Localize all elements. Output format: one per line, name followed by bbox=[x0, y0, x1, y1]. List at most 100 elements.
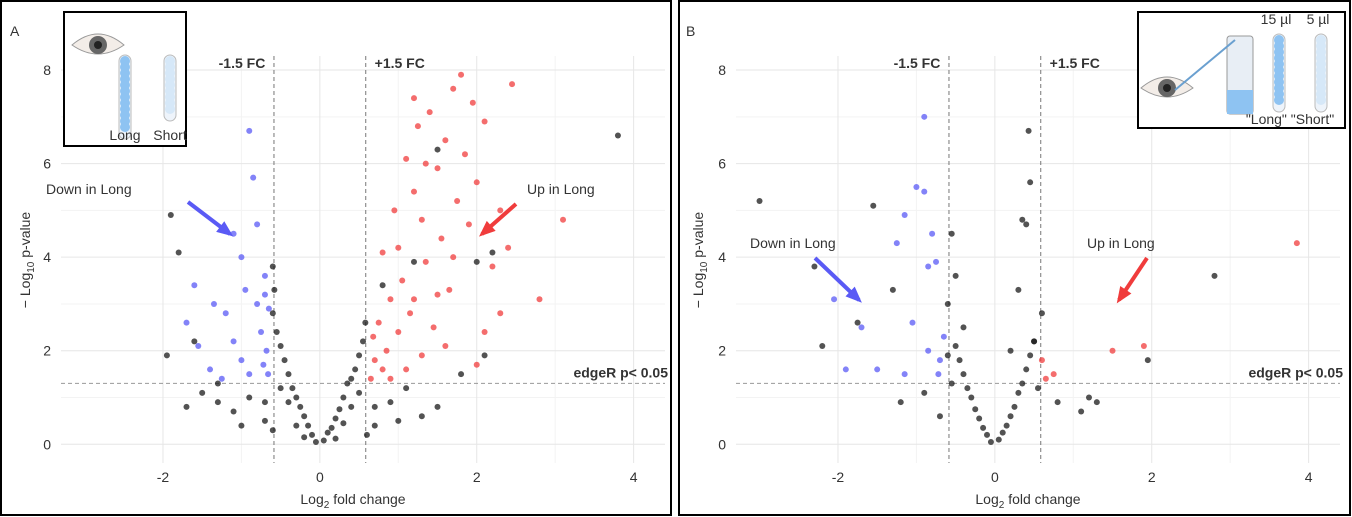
point bbox=[403, 385, 410, 392]
point bbox=[175, 249, 182, 256]
point bbox=[999, 429, 1006, 436]
axis-label-part: fold change bbox=[329, 491, 405, 507]
point bbox=[489, 249, 496, 256]
point bbox=[442, 137, 449, 144]
point bbox=[1054, 399, 1061, 406]
point bbox=[842, 366, 849, 373]
down-label: Down in Long bbox=[46, 181, 132, 197]
point bbox=[399, 277, 406, 284]
axis-label-part: 10 bbox=[699, 261, 710, 273]
vial-fill bbox=[1227, 90, 1253, 114]
x-tick-label: 0 bbox=[991, 469, 999, 485]
point bbox=[332, 435, 339, 442]
axis-label-part: − Log bbox=[690, 273, 706, 308]
y-tick-label: 4 bbox=[43, 249, 51, 265]
axis-label-part: Log bbox=[300, 491, 323, 507]
point bbox=[948, 230, 955, 237]
point bbox=[897, 399, 904, 406]
point bbox=[418, 216, 425, 223]
point bbox=[391, 207, 398, 214]
point bbox=[336, 406, 343, 413]
point bbox=[163, 352, 170, 359]
point bbox=[395, 329, 402, 336]
point bbox=[811, 263, 818, 270]
point bbox=[893, 240, 900, 247]
point bbox=[987, 438, 994, 445]
point bbox=[301, 413, 308, 420]
point bbox=[340, 420, 347, 427]
point bbox=[509, 81, 516, 88]
point bbox=[858, 324, 865, 331]
point bbox=[285, 371, 292, 378]
point bbox=[242, 286, 249, 293]
point bbox=[191, 282, 198, 289]
x-tick-label: -2 bbox=[157, 469, 170, 485]
point bbox=[497, 310, 504, 317]
inset-label: "Long" "Short" bbox=[1246, 111, 1334, 127]
point bbox=[1293, 240, 1300, 247]
point bbox=[371, 403, 378, 410]
point bbox=[438, 235, 445, 242]
point bbox=[481, 352, 488, 359]
point bbox=[1027, 179, 1034, 186]
tube-fill bbox=[120, 122, 130, 132]
axis-label-part: fold change bbox=[1004, 491, 1080, 507]
point bbox=[348, 375, 355, 382]
point bbox=[387, 375, 394, 382]
point bbox=[230, 338, 237, 345]
panel-label: B bbox=[686, 23, 695, 39]
inset-label: Short bbox=[153, 127, 187, 143]
point bbox=[481, 118, 488, 125]
point bbox=[976, 415, 983, 422]
point bbox=[984, 431, 991, 438]
point bbox=[756, 198, 763, 205]
point bbox=[285, 399, 292, 406]
point bbox=[265, 371, 272, 378]
point bbox=[277, 385, 284, 392]
point bbox=[854, 319, 861, 326]
point bbox=[925, 347, 932, 354]
point bbox=[340, 394, 347, 401]
point bbox=[434, 146, 441, 153]
point bbox=[362, 319, 369, 326]
point bbox=[360, 338, 366, 345]
point bbox=[261, 272, 268, 279]
point bbox=[1015, 286, 1022, 293]
point bbox=[458, 371, 465, 378]
point bbox=[422, 160, 429, 167]
point bbox=[944, 352, 951, 359]
point bbox=[246, 371, 253, 378]
point bbox=[238, 357, 245, 364]
point bbox=[269, 310, 276, 317]
point bbox=[309, 431, 316, 438]
point bbox=[254, 300, 261, 307]
point bbox=[281, 357, 288, 364]
point bbox=[371, 422, 378, 429]
point bbox=[1011, 403, 1018, 410]
point bbox=[968, 394, 975, 401]
point bbox=[375, 319, 382, 326]
point bbox=[560, 216, 567, 223]
point bbox=[277, 343, 284, 350]
point bbox=[293, 422, 300, 429]
point bbox=[246, 127, 253, 134]
point bbox=[936, 413, 943, 420]
point bbox=[218, 375, 225, 382]
point bbox=[254, 221, 261, 228]
point bbox=[933, 258, 940, 265]
point bbox=[465, 221, 472, 228]
y-tick-label: 0 bbox=[718, 436, 726, 452]
point bbox=[948, 380, 955, 387]
point bbox=[403, 155, 410, 162]
point bbox=[320, 437, 327, 444]
y-tick-label: 0 bbox=[43, 436, 51, 452]
point bbox=[261, 399, 268, 406]
point bbox=[430, 324, 437, 331]
point bbox=[450, 254, 457, 261]
point bbox=[1093, 399, 1100, 406]
y-tick-label: 8 bbox=[718, 62, 726, 78]
point bbox=[450, 85, 457, 92]
point bbox=[1035, 385, 1041, 392]
point bbox=[407, 310, 414, 317]
